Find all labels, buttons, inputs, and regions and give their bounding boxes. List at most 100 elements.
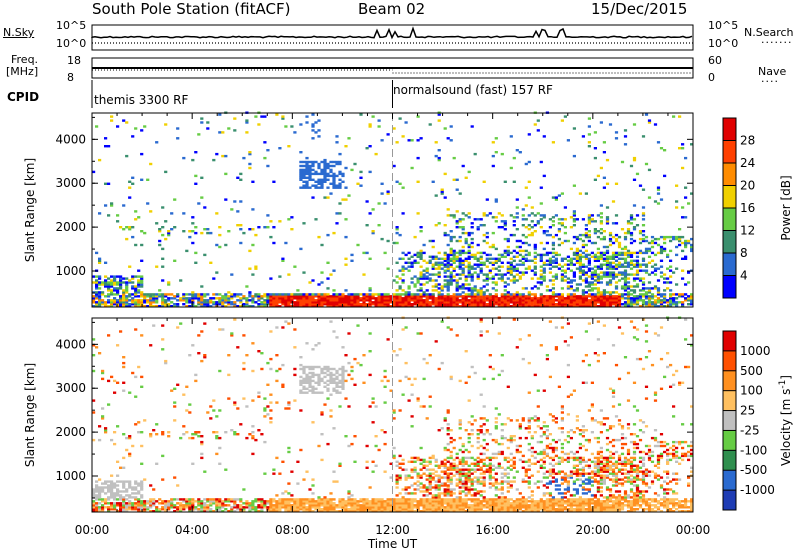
echo-cell — [254, 295, 258, 298]
echo-cell — [653, 295, 658, 298]
echo-cell — [131, 235, 135, 239]
echo-cell — [476, 436, 480, 440]
echo-cell — [236, 498, 240, 501]
echo-cell — [305, 381, 309, 384]
echo-cell — [191, 230, 195, 233]
echo-cell — [446, 208, 450, 211]
echo-cell — [687, 271, 691, 274]
echo-cell — [647, 301, 652, 304]
echo-cell — [488, 277, 492, 280]
echo-cell — [656, 186, 661, 189]
echo-cell — [101, 303, 105, 306]
echo-cell — [317, 180, 321, 183]
echo-cell — [554, 305, 558, 308]
echo-cell — [401, 257, 405, 260]
echo-cell — [569, 263, 573, 266]
echo-cell — [245, 297, 249, 300]
echo-cell — [437, 429, 441, 432]
echo-cell — [675, 305, 679, 308]
echo-cell — [335, 160, 339, 164]
echo-cell — [134, 287, 138, 290]
echo-cell — [458, 235, 462, 239]
echo-cell — [467, 490, 471, 493]
echo-cell — [140, 500, 144, 503]
echo-cell — [257, 299, 261, 302]
echo-cell — [614, 265, 619, 268]
echo-cell — [590, 267, 594, 270]
echo-cell — [374, 297, 378, 300]
echo-cell — [317, 444, 321, 448]
echo-cell — [548, 233, 552, 237]
echo-cell — [509, 251, 513, 255]
echo-cell — [669, 303, 673, 306]
echo-cell — [431, 476, 435, 479]
echo-cell — [560, 279, 564, 282]
echo-cell — [125, 448, 129, 452]
echo-cell — [251, 208, 255, 211]
echo-cell — [146, 178, 150, 181]
echo-cell — [449, 230, 453, 233]
echo-cell — [464, 350, 468, 353]
echo-cell — [113, 482, 117, 485]
echo-cell — [320, 303, 324, 306]
echo-cell — [641, 206, 646, 209]
echo-cell — [128, 500, 132, 503]
echo-cell — [365, 502, 369, 505]
echo-cell — [341, 369, 345, 373]
echo-cell — [128, 196, 132, 199]
echo-cell — [179, 504, 183, 507]
echo-cell — [428, 273, 432, 276]
echo-cell — [470, 226, 474, 229]
echo-cell — [443, 253, 447, 257]
echo-cell — [653, 269, 658, 272]
echo-cell — [663, 289, 667, 292]
echo-cell — [500, 273, 504, 276]
echo-cell — [518, 253, 522, 257]
echo-cell — [434, 484, 438, 487]
echo-cell — [491, 303, 495, 306]
echo-cell — [467, 287, 471, 290]
echo-cell — [440, 301, 444, 304]
echo-cell — [467, 472, 471, 475]
echo-cell — [446, 261, 450, 264]
echo-cell — [422, 484, 426, 487]
echo-cell — [101, 500, 105, 503]
echo-cell — [314, 184, 318, 187]
echo-cell — [275, 369, 279, 373]
echo-cell — [608, 305, 613, 308]
echo-cell — [308, 186, 312, 189]
colorbar-swatch — [723, 140, 736, 164]
echo-cell — [419, 468, 423, 471]
echo-cell — [521, 233, 525, 237]
echo-cell — [302, 504, 306, 507]
echo-cell — [95, 484, 99, 487]
echo-cell — [482, 180, 486, 183]
echo-cell — [122, 466, 126, 469]
echo-cell — [410, 305, 414, 308]
echo-cell — [101, 299, 105, 302]
echo-cell — [617, 271, 622, 274]
echo-cell — [446, 478, 450, 481]
echo-cell — [113, 504, 117, 507]
echo-cell — [98, 498, 102, 501]
echo-cell — [557, 237, 561, 241]
echo-cell — [428, 123, 432, 126]
echo-cell — [416, 299, 420, 302]
echo-cell — [326, 162, 330, 166]
echo-cell — [335, 222, 339, 225]
echo-cell — [284, 508, 288, 511]
echo-cell — [551, 255, 555, 258]
echo-cell — [458, 496, 462, 499]
echo-cell — [305, 506, 309, 509]
echo-cell — [281, 301, 285, 304]
echo-cell — [95, 488, 99, 491]
echo-cell — [335, 212, 339, 215]
echo-cell — [458, 472, 462, 475]
echo-cell — [347, 295, 351, 298]
echo-cell — [524, 257, 528, 260]
echo-cell — [635, 251, 640, 255]
echo-cell — [641, 188, 646, 191]
echo-cell — [383, 506, 387, 509]
echo-cell — [452, 492, 456, 495]
echo-cell — [479, 458, 483, 462]
